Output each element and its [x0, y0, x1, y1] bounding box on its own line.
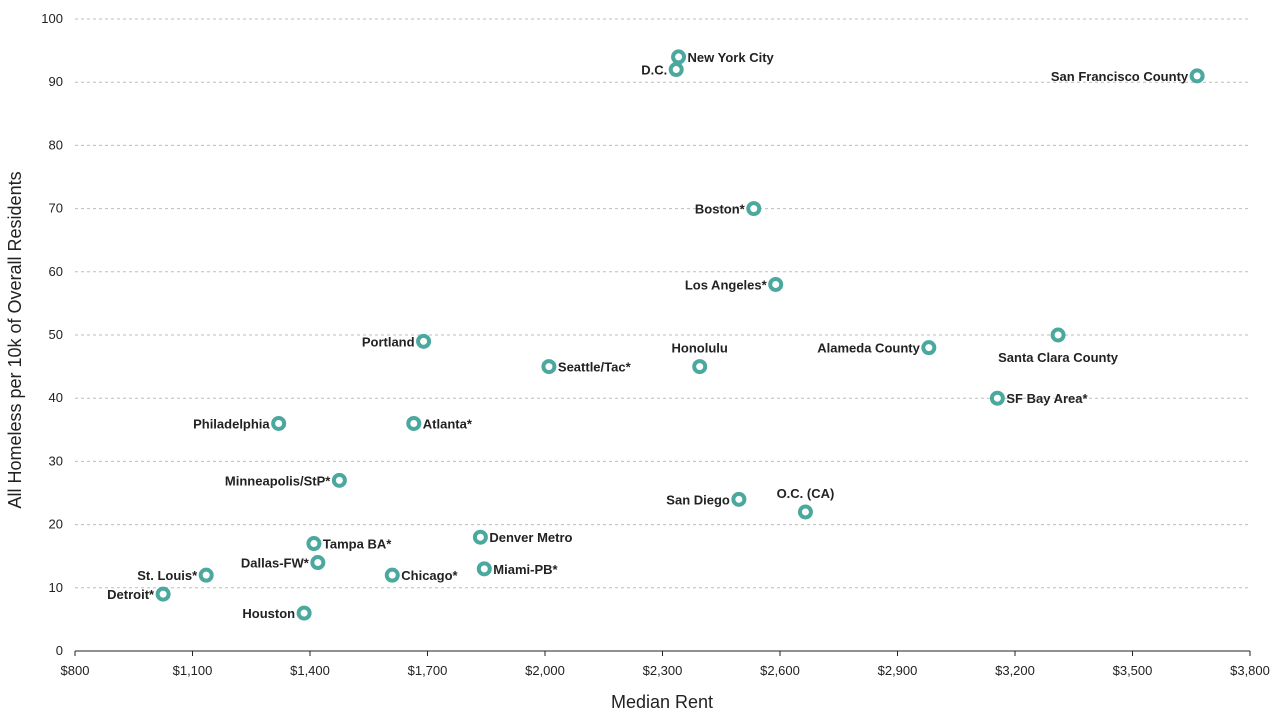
gridlines [75, 18, 1250, 589]
point-minneapolis-stp [331, 472, 347, 488]
point-philadelphia [271, 415, 287, 431]
point-santa-clara-county [1050, 327, 1066, 343]
label-santa-clara-county: Santa Clara County [998, 350, 1119, 365]
point-houston [296, 605, 312, 621]
label-los-angeles: Los Angeles* [685, 277, 768, 292]
point-denver-metro [472, 529, 488, 545]
x-axis-ticks: $800 $1,100 $1,400 $1,700 $2,000 $2,300 $2,600… [61, 651, 1270, 678]
point-boston [746, 201, 762, 217]
point-honolulu [692, 359, 708, 375]
data-points [155, 49, 1205, 621]
y-tick-label: 20 [49, 517, 63, 532]
point-san-diego [731, 491, 747, 507]
y-tick-label: 100 [41, 11, 63, 26]
data-labels: New York City D.C. San Francisco County Bos… [107, 50, 1189, 621]
label-st-louis: St. Louis* [137, 568, 198, 583]
label-d-c: D.C. [641, 63, 667, 78]
point-new-york-city [671, 49, 687, 65]
y-tick-label: 30 [49, 453, 63, 468]
y-tick-label: 10 [49, 580, 63, 595]
y-tick-label: 50 [49, 327, 63, 342]
y-tick-label: 60 [49, 264, 63, 279]
point-atlanta [406, 415, 422, 431]
x-tick-label: $2,000 [525, 663, 565, 678]
y-axis-ticks: 0 10 20 30 40 50 60 70 80 90 100 [41, 11, 63, 658]
label-tampa-ba: Tampa BA* [323, 537, 392, 552]
label-seattle-tac: Seattle/Tac* [558, 360, 632, 375]
x-tick-label: $1,400 [290, 663, 330, 678]
label-o-c-ca: O.C. (CA) [777, 486, 835, 501]
point-tampa-ba [306, 536, 322, 552]
label-new-york-city: New York City [688, 50, 775, 65]
point-sf-bay-area [989, 390, 1005, 406]
x-tick-label: $3,200 [995, 663, 1035, 678]
x-tick-label: $2,600 [760, 663, 800, 678]
x-tick-label: $2,900 [878, 663, 918, 678]
point-san-francisco-county [1189, 68, 1205, 84]
y-tick-label: 90 [49, 74, 63, 89]
y-tick-label: 70 [49, 201, 63, 216]
label-boston: Boston* [695, 202, 746, 217]
y-tick-label: 80 [49, 137, 63, 152]
label-minneapolis-stp: Minneapolis/StP* [225, 473, 331, 488]
label-san-francisco-county: San Francisco County [1051, 69, 1189, 84]
y-tick-label: 40 [49, 390, 63, 405]
label-alameda-county: Alameda County [817, 341, 920, 356]
point-seattle-tac [541, 359, 557, 375]
point-los-angeles [768, 276, 784, 292]
label-miami-pb: Miami-PB* [493, 562, 558, 577]
point-detroit [155, 586, 171, 602]
label-sf-bay-area: SF Bay Area* [1006, 391, 1088, 406]
point-portland [416, 333, 432, 349]
x-tick-label: $3,800 [1230, 663, 1270, 678]
point-d-c [668, 62, 684, 78]
label-detroit: Detroit* [107, 587, 155, 602]
label-portland: Portland [362, 334, 415, 349]
x-tick-label: $3,500 [1113, 663, 1153, 678]
point-dallas-fw [310, 555, 326, 571]
point-chicago [384, 567, 400, 583]
y-axis-title: All Homeless per 10k of Overall Resident… [5, 171, 25, 508]
label-houston: Houston [242, 606, 295, 621]
label-dallas-fw: Dallas-FW* [241, 556, 310, 571]
x-axis-title: Median Rent [611, 692, 713, 712]
x-tick-label: $1,700 [408, 663, 448, 678]
label-denver-metro: Denver Metro [489, 530, 572, 545]
point-st-louis [198, 567, 214, 583]
x-tick-label: $800 [61, 663, 90, 678]
x-tick-label: $1,100 [173, 663, 213, 678]
point-o-c-ca [797, 504, 813, 520]
label-chicago: Chicago* [401, 568, 458, 583]
label-san-diego: San Diego [666, 492, 730, 507]
label-philadelphia: Philadelphia [193, 416, 270, 431]
x-tick-label: $2,300 [643, 663, 683, 678]
label-honolulu: Honolulu [672, 341, 728, 356]
point-alameda-county [921, 340, 937, 356]
label-atlanta: Atlanta* [423, 416, 473, 431]
y-tick-label: 0 [56, 643, 63, 658]
point-miami-pb [476, 561, 492, 577]
